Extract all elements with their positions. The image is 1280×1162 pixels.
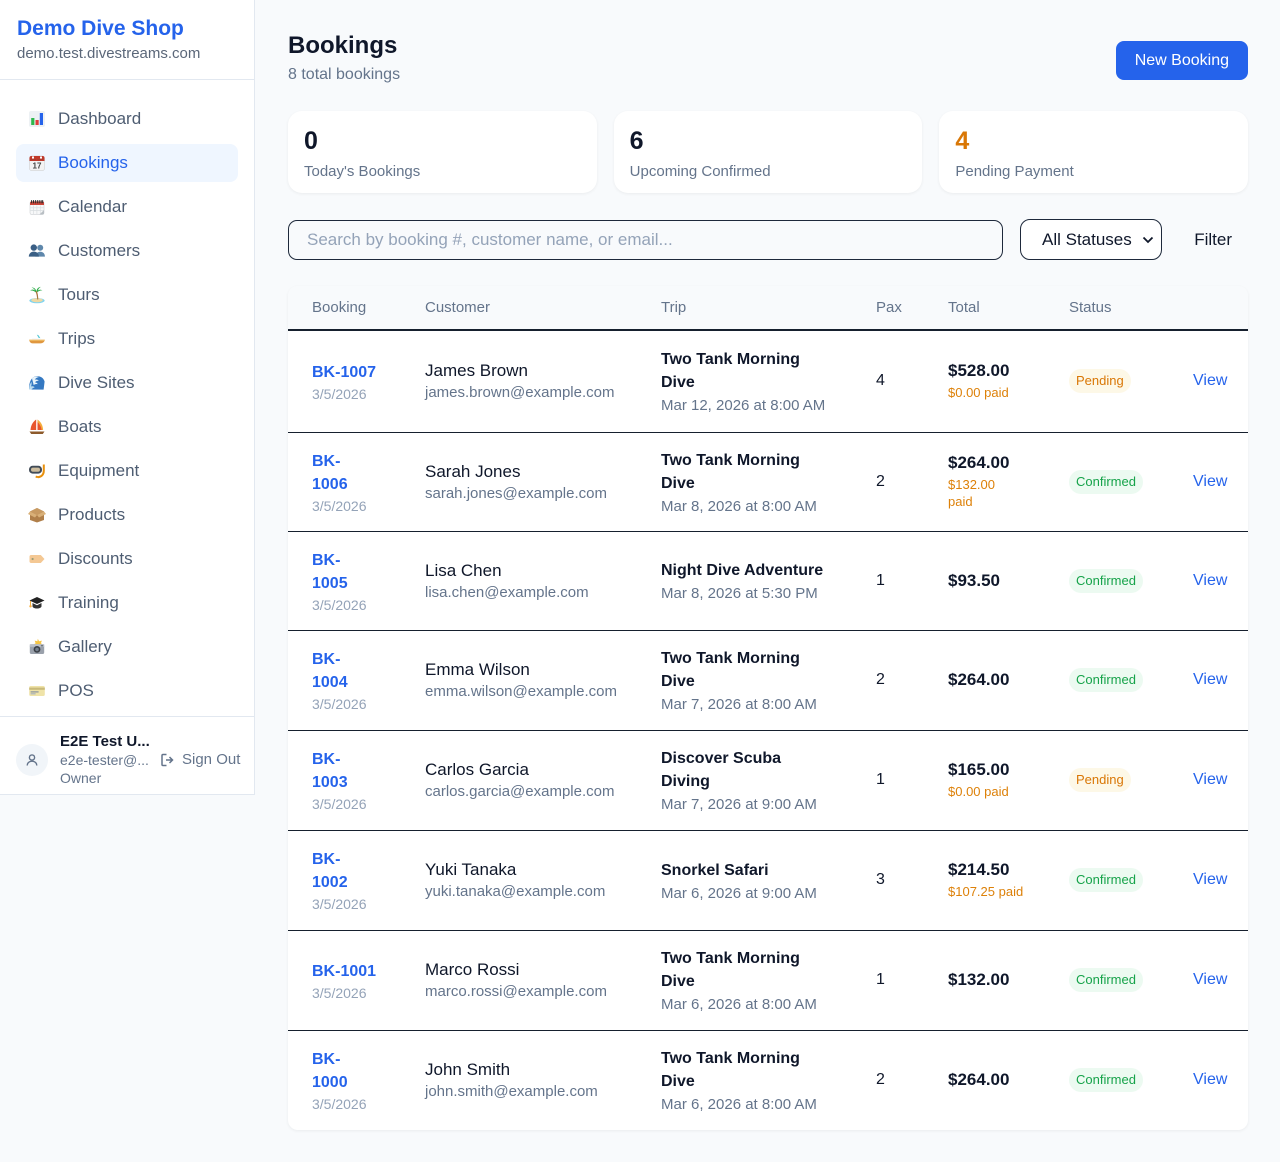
svg-text:17: 17	[33, 162, 42, 171]
